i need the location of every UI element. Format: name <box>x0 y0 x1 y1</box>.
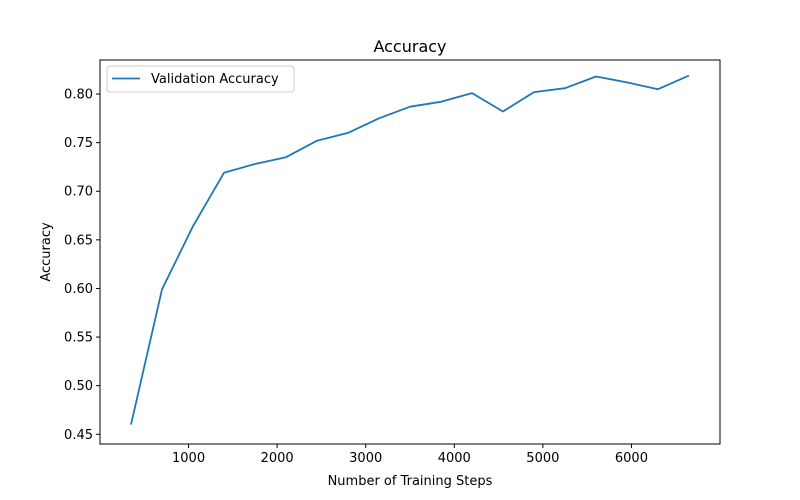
chart-title: Accuracy <box>373 37 446 56</box>
x-tick-label: 1000 <box>172 451 205 466</box>
y-axis-ticks: 0.45 0.50 0.55 0.60 0.65 0.70 0.75 0.80 <box>64 88 100 443</box>
x-tick-label: 3000 <box>349 451 382 466</box>
y-axis-label: Accuracy <box>39 222 54 282</box>
y-tick-label: 0.45 <box>64 428 93 443</box>
x-tick-label: 4000 <box>438 451 471 466</box>
x-axis-ticks: 1000 2000 3000 4000 5000 6000 <box>172 444 648 466</box>
axes-frame <box>99 59 721 445</box>
series-line-validation-accuracy <box>130 74 690 425</box>
x-tick-label: 6000 <box>615 451 648 466</box>
legend: Validation Accuracy <box>106 65 295 93</box>
plot-area <box>130 74 690 425</box>
y-tick-label: 0.65 <box>64 233 93 248</box>
y-tick-label: 0.60 <box>64 282 93 297</box>
legend-label-validation-accuracy: Validation Accuracy <box>151 72 279 87</box>
y-tick-label: 0.70 <box>64 185 93 200</box>
x-tick-label: 2000 <box>261 451 294 466</box>
x-tick-label: 5000 <box>526 451 559 466</box>
y-tick-label: 0.55 <box>64 331 93 346</box>
legend-box <box>106 65 295 93</box>
y-tick-label: 0.50 <box>64 379 93 394</box>
y-tick-label: 0.80 <box>64 88 93 103</box>
y-tick-label: 0.75 <box>64 136 93 151</box>
x-axis-label: Number of Training Steps <box>328 474 493 489</box>
